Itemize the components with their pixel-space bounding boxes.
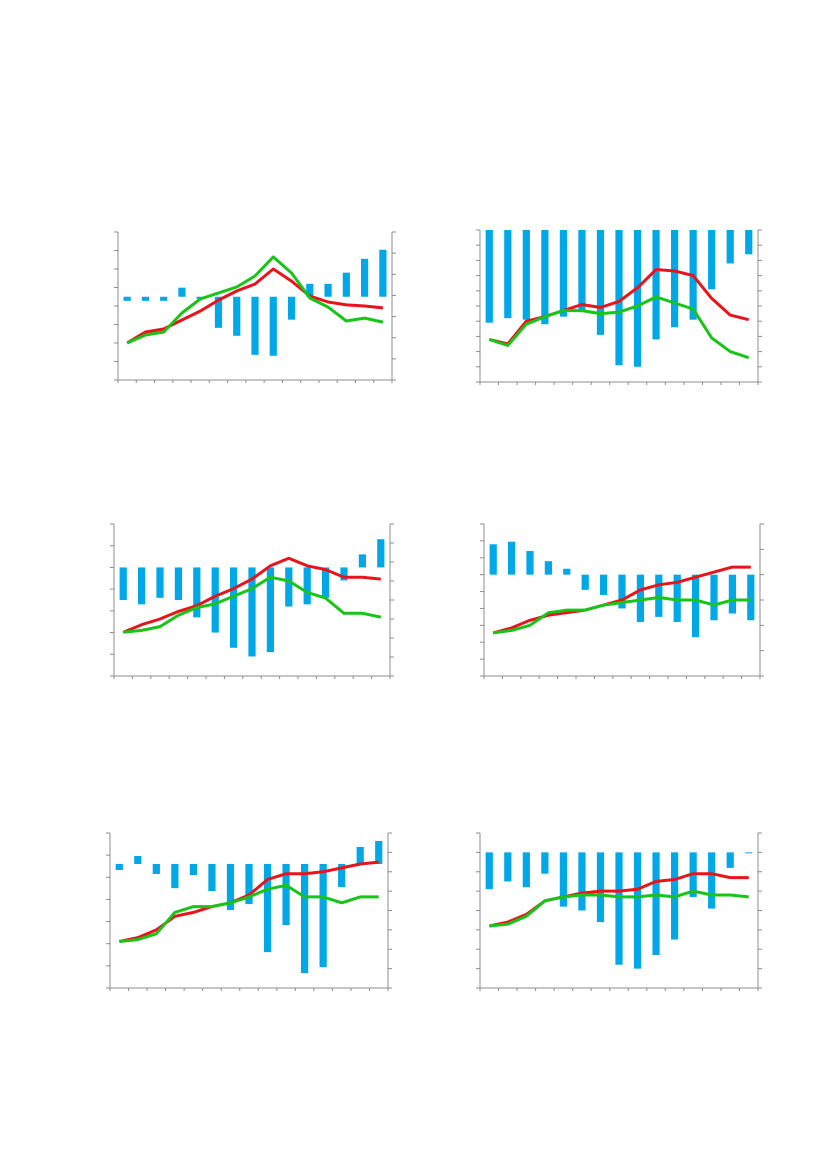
bar — [156, 567, 164, 598]
line — [489, 889, 749, 928]
bar — [636, 574, 644, 622]
bar — [171, 864, 179, 889]
bar — [600, 574, 608, 595]
bar — [178, 287, 186, 297]
bar — [673, 574, 681, 622]
bar — [745, 852, 753, 854]
bar — [214, 296, 223, 328]
bar — [379, 249, 387, 297]
bar — [306, 283, 314, 297]
bar — [708, 852, 716, 909]
bar — [541, 230, 549, 325]
bar — [615, 230, 623, 366]
bar — [726, 852, 734, 868]
bar — [301, 864, 309, 974]
bar — [489, 544, 497, 575]
bar — [266, 567, 274, 653]
bar — [285, 567, 293, 607]
line — [126, 255, 384, 345]
bar — [226, 864, 235, 911]
bar — [652, 852, 660, 956]
bar — [541, 852, 549, 874]
bar — [652, 230, 660, 340]
line — [492, 596, 751, 635]
line — [488, 295, 750, 360]
bar — [134, 856, 142, 864]
bar — [522, 230, 530, 320]
bar — [559, 852, 567, 907]
bar — [211, 567, 219, 633]
bar — [303, 567, 311, 605]
bar — [485, 852, 493, 890]
bar — [233, 296, 241, 336]
bar — [559, 230, 567, 317]
line — [492, 565, 751, 635]
bar — [230, 567, 238, 648]
bar — [710, 574, 718, 621]
bar — [160, 296, 168, 301]
line — [123, 575, 382, 634]
bar — [319, 864, 327, 968]
bar — [263, 864, 272, 953]
bar — [269, 296, 277, 356]
bar — [526, 551, 534, 575]
bar — [358, 554, 366, 568]
bar — [747, 574, 755, 621]
line — [119, 883, 379, 943]
bar — [728, 574, 736, 614]
bar — [115, 864, 123, 870]
bar — [692, 574, 700, 638]
bar — [141, 296, 149, 301]
line — [122, 556, 381, 634]
bar — [189, 864, 197, 876]
bar — [282, 864, 290, 926]
bar — [655, 574, 663, 617]
line — [488, 268, 750, 346]
bar — [745, 230, 753, 255]
bar — [251, 296, 259, 355]
bar — [578, 852, 586, 911]
bar — [342, 272, 350, 297]
bar — [138, 567, 146, 605]
bar — [671, 230, 679, 328]
bar — [324, 283, 332, 297]
bar — [174, 567, 182, 600]
bar — [504, 230, 512, 319]
bar — [633, 852, 642, 969]
bar — [633, 230, 642, 367]
bar — [726, 230, 734, 264]
bar — [248, 567, 256, 657]
bar — [208, 864, 216, 892]
bar — [245, 864, 253, 905]
bar — [581, 574, 589, 590]
bar — [563, 568, 571, 575]
bar — [340, 567, 348, 581]
bar — [377, 539, 385, 568]
bar — [596, 852, 605, 923]
bar — [578, 230, 586, 313]
bar — [119, 567, 127, 600]
bar — [152, 864, 160, 874]
bar — [615, 852, 623, 965]
bar — [544, 561, 552, 575]
bar — [361, 258, 369, 297]
bar — [708, 230, 716, 290]
bar — [508, 541, 516, 575]
bar — [322, 567, 330, 598]
bar — [504, 852, 512, 882]
bar — [485, 230, 493, 323]
bar — [287, 296, 296, 320]
bar — [522, 852, 530, 888]
bar — [123, 296, 131, 301]
bar — [618, 574, 626, 609]
bar — [596, 230, 605, 335]
bar — [356, 846, 364, 864]
bar — [193, 567, 201, 618]
bar — [375, 840, 383, 864]
bar — [338, 864, 346, 888]
